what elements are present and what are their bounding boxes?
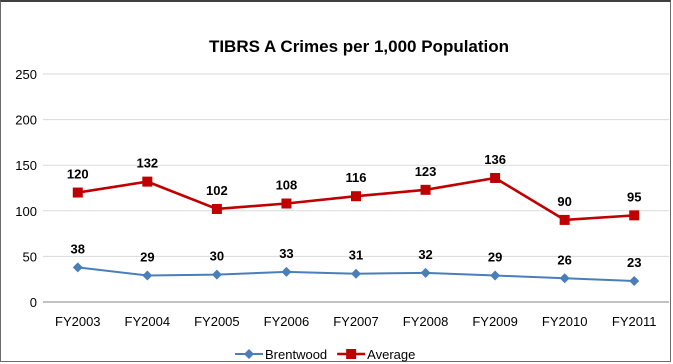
data-label-brentwood: 32 — [418, 247, 432, 262]
data-point-brentwood — [211, 269, 222, 280]
data-point-brentwood — [420, 267, 431, 278]
legend-marker-average — [346, 349, 357, 359]
x-tick-label: FY2006 — [264, 314, 310, 329]
data-label-average: 136 — [484, 152, 506, 167]
data-label-average: 132 — [136, 156, 158, 171]
data-point-average — [72, 187, 83, 198]
data-label-average: 116 — [346, 170, 367, 185]
data-point-average — [490, 172, 501, 183]
data-label-brentwood: 29 — [140, 250, 154, 265]
series-layer — [72, 172, 640, 287]
data-point-average — [559, 214, 570, 225]
y-axis-ticks: 0 50 100 150 200 250 — [15, 67, 37, 310]
data-point-brentwood — [351, 268, 361, 279]
data-point-brentwood — [629, 276, 640, 287]
data-point-average — [211, 203, 222, 214]
data-label-brentwood: 38 — [71, 241, 85, 256]
data-point-average — [629, 210, 640, 221]
data-label-average: 102 — [206, 183, 228, 198]
x-tick-label: FY2003 — [55, 314, 101, 329]
x-tick-label: FY2008 — [403, 314, 449, 329]
legend: Brentwood Average — [235, 347, 415, 362]
data-point-brentwood — [72, 262, 83, 273]
x-tick-label: FY2007 — [333, 314, 379, 329]
x-tick-label: FY2004 — [125, 314, 171, 329]
y-tick-label: 250 — [15, 67, 37, 82]
y-tick-label: 50 — [23, 249, 37, 264]
data-point-average — [142, 176, 153, 187]
data-point-average — [351, 191, 361, 202]
gridlines — [43, 73, 669, 303]
data-point-average — [281, 198, 292, 209]
legend-label-average: Average — [367, 347, 415, 362]
data-label-average: 90 — [557, 194, 571, 209]
data-point-average — [420, 184, 431, 195]
data-label-brentwood: 26 — [557, 252, 571, 267]
data-label-brentwood: 33 — [279, 246, 293, 261]
data-label-average: 120 — [67, 167, 89, 182]
data-label-brentwood: 30 — [210, 249, 224, 264]
legend-marker-brentwood — [244, 349, 254, 359]
y-tick-label: 200 — [15, 113, 37, 128]
chart-title: TIBRS A Crimes per 1,000 Population — [209, 37, 509, 56]
data-point-brentwood — [490, 270, 501, 281]
data-point-brentwood — [559, 273, 570, 284]
data-label-brentwood: 23 — [627, 255, 641, 270]
y-tick-label: 0 — [30, 295, 37, 310]
data-label-average: 108 — [276, 178, 298, 193]
x-axis-ticks: FY2003 FY2004 FY2005 FY2006 FY2007 FY2008 FY20… — [55, 314, 657, 329]
x-tick-label: FY2010 — [542, 314, 588, 329]
y-tick-label: 150 — [15, 158, 37, 173]
data-label-brentwood: 29 — [488, 250, 502, 265]
legend-label-brentwood: Brentwood — [265, 347, 327, 362]
data-point-brentwood — [281, 266, 292, 277]
x-tick-label: FY2011 — [612, 314, 657, 329]
data-label-average: 123 — [415, 164, 437, 179]
data-labels: 38 29 30 33 31 32 29 26 23 120 132 102 108 116 123 136 9… — [67, 152, 642, 270]
data-point-brentwood — [142, 270, 153, 281]
x-tick-label: FY2005 — [194, 314, 240, 329]
y-tick-label: 100 — [15, 204, 37, 219]
x-tick-label: FY2009 — [472, 314, 518, 329]
data-label-brentwood: 31 — [349, 248, 363, 263]
data-label-average: 95 — [627, 189, 641, 204]
